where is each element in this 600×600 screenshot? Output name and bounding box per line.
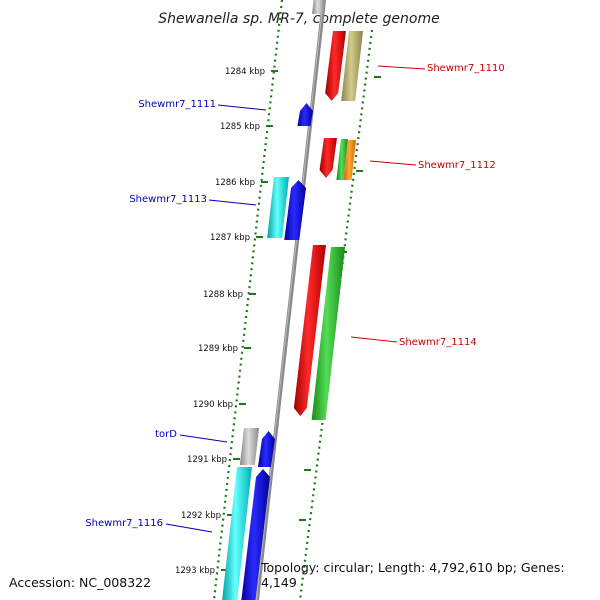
guide-rails <box>212 0 374 600</box>
tick-label: 1293 kbp <box>175 566 215 576</box>
gene-feature-1110 <box>341 31 363 101</box>
tick-label: 1290 kbp <box>193 400 233 410</box>
gene-feature-1116a <box>222 467 252 600</box>
gene-feature-tord <box>257 431 275 467</box>
gene-label-shewmr7-1112[interactable]: Shewmr7_1112 <box>418 160 496 171</box>
gene-feature-1112 <box>343 140 356 180</box>
gene-label-shewmr7-1114[interactable]: Shewmr7_1114 <box>399 337 477 348</box>
gene-feature-1111 <box>297 103 313 126</box>
callout-line-shewmr7-1111 <box>217 104 267 111</box>
gene-feature-1113a <box>267 177 289 238</box>
tick-label: 1285 kbp <box>220 122 260 132</box>
accession-text: Accession: NC_008322 <box>9 575 152 590</box>
gene-label-shewmr7-1110[interactable]: Shewmr7_1110 <box>427 63 505 74</box>
gene-label-tord[interactable]: torD <box>155 429 177 440</box>
callout-line-shewmr7-1110 <box>377 65 426 70</box>
scale-ticks: 1284 kbp 1285 kbp 1286 kbp 1287 kbp 1288 kbp… <box>175 67 381 576</box>
tick-label: 1288 kbp <box>203 290 243 300</box>
gene-feature-1114a <box>293 245 326 416</box>
callout-line-tord <box>179 434 228 443</box>
gene-label-shewmr7-1113[interactable]: Shewmr7_1113 <box>129 194 207 205</box>
tick-label: 1292 kbp <box>181 511 221 521</box>
callout-line-shewmr7-1116 <box>165 523 213 533</box>
gene-feature-top <box>311 0 325 14</box>
gene-labels: Shewmr7_1110 Shewmr7_1111 Shewmr7_1112 Shew… <box>85 63 505 533</box>
tick-label: 1287 kbp <box>210 233 250 243</box>
map-title: Shewanella sp. MR-7, complete genome <box>158 11 439 27</box>
callout-line-shewmr7-1113 <box>208 199 257 206</box>
gene-feature-1110a <box>325 31 346 101</box>
gene-feature-1112a <box>319 138 337 178</box>
callout-line-shewmr7-1112 <box>369 160 417 166</box>
tick-label: 1286 kbp <box>215 178 255 188</box>
gene-feature-1113 <box>284 180 306 240</box>
guide-rail <box>212 0 284 600</box>
genome-backbone-highlight <box>255 0 324 600</box>
tick-label: 1284 kbp <box>225 67 265 77</box>
gene-features <box>222 0 363 600</box>
gene-feature-1114 <box>311 247 345 420</box>
genome-backbone <box>255 0 326 600</box>
tick-label: 1291 kbp <box>187 455 227 465</box>
gene-label-shewmr7-1111[interactable]: Shewmr7_1111 <box>138 99 216 110</box>
tick-label: 1289 kbp <box>198 344 238 354</box>
callout-line-shewmr7-1114 <box>350 336 398 343</box>
gene-feature-1116 <box>241 469 270 600</box>
gene-feature-1112b <box>336 139 348 180</box>
gene-feature-tord-a <box>239 428 259 465</box>
topology-text: Topology: circular; Length: 4,792,610 bp… <box>261 560 565 590</box>
gene-label-shewmr7-1116[interactable]: Shewmr7_1116 <box>85 518 163 529</box>
